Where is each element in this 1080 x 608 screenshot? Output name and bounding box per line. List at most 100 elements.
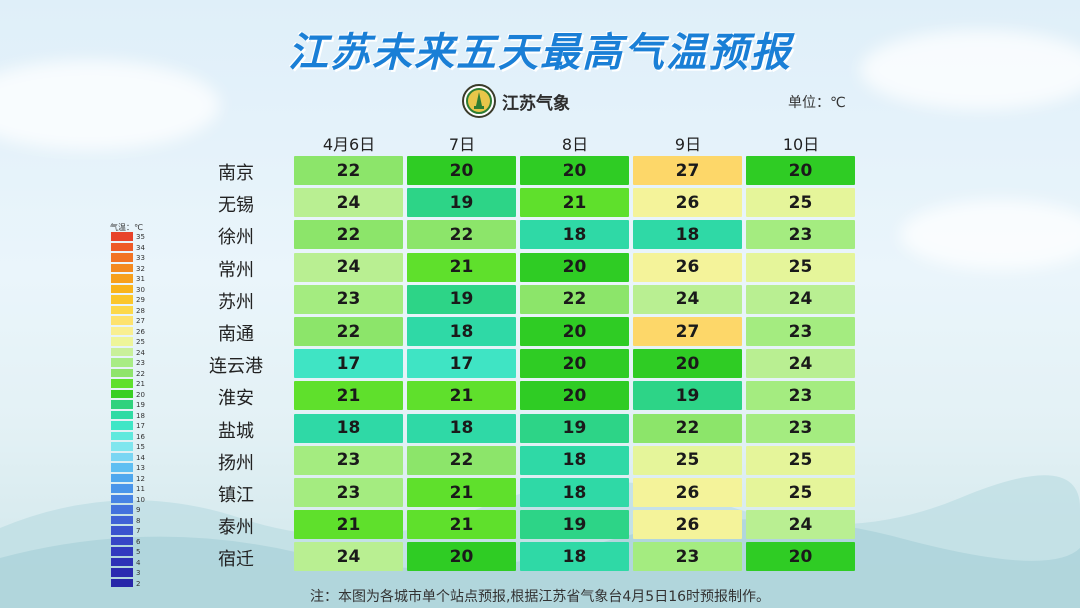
- legend-swatch: [111, 326, 133, 335]
- temperature-cell: 25: [746, 252, 855, 282]
- legend-swatch: [111, 536, 133, 545]
- temperature-cell: 20: [520, 317, 629, 346]
- temperature-cell: 26: [633, 478, 742, 507]
- temperature-cell: 26: [633, 252, 742, 282]
- temperature-cell: 20: [520, 349, 629, 379]
- legend-label: 30: [136, 285, 145, 294]
- legend-label: 26: [136, 327, 145, 336]
- column-header: 10日: [782, 135, 820, 154]
- temperature-cell: 23: [746, 220, 855, 250]
- legend-swatch: [111, 547, 133, 556]
- cloud-decoration: [0, 60, 220, 150]
- legend-swatch: [111, 242, 133, 251]
- temperature-cell: 19: [520, 510, 629, 540]
- legend-label: 35: [136, 233, 145, 241]
- legend-label: 31: [136, 275, 145, 283]
- legend-label: 18: [136, 411, 145, 420]
- legend-title: 气温：℃: [110, 223, 143, 232]
- legend-swatch: [111, 463, 133, 472]
- legend-label: 28: [136, 306, 145, 315]
- temperature-cell: 23: [633, 542, 742, 572]
- temperature-cell: 20: [520, 381, 629, 411]
- legend-swatch: [111, 263, 133, 272]
- page-title: 江苏未来五天最高气温预报: [288, 30, 792, 76]
- legend-swatch: [111, 347, 133, 356]
- temperature-cell: 19: [633, 381, 742, 411]
- legend-swatch: [111, 337, 133, 346]
- temperature-cell: 22: [407, 445, 516, 475]
- legend-label: 4: [136, 558, 141, 567]
- temperature-cell: 24: [294, 542, 403, 572]
- temperature-cell: 22: [294, 156, 403, 185]
- temperature-cell: 25: [746, 478, 855, 507]
- legend-swatch: [111, 442, 133, 451]
- temperature-cell: 18: [294, 413, 403, 443]
- temperature-cell: 23: [294, 478, 403, 507]
- legend-swatch: [111, 568, 133, 577]
- legend-label: 22: [136, 369, 145, 378]
- legend-swatch: [111, 526, 133, 535]
- temperature-cell: 20: [633, 349, 742, 379]
- temperature-cell: 23: [746, 317, 855, 346]
- legend-swatch: [111, 379, 133, 388]
- temperature-cell: 21: [407, 478, 516, 507]
- legend-swatch: [111, 515, 133, 524]
- legend-label: 11: [136, 485, 145, 493]
- legend-label: 5: [136, 548, 141, 556]
- temperature-cell: 24: [633, 284, 742, 314]
- column-header: 9日: [674, 135, 702, 154]
- legend-label: 27: [136, 317, 145, 325]
- temperature-cell: 18: [520, 445, 629, 475]
- legend-swatch: [111, 305, 133, 314]
- legend-swatch: [111, 505, 133, 514]
- legend-label: 25: [136, 338, 145, 346]
- legend-swatch: [111, 400, 133, 409]
- column-header: 7日: [448, 135, 476, 154]
- legend-swatch: [111, 557, 133, 566]
- temperature-cell: 18: [520, 220, 629, 250]
- legend-swatch: [111, 578, 133, 587]
- temperature-cell: 19: [407, 188, 516, 218]
- temperature-cell: 23: [746, 381, 855, 411]
- city-label: 南京: [218, 163, 254, 184]
- legend-label: 8: [136, 516, 141, 525]
- temperature-cell: 24: [294, 252, 403, 282]
- legend-label: 29: [136, 296, 145, 304]
- city-label: 苏州: [218, 291, 254, 313]
- legend-label: 3: [136, 569, 141, 577]
- temperature-cell: 24: [746, 510, 855, 540]
- temperature-cell: 22: [294, 317, 403, 346]
- temperature-cell: 18: [520, 478, 629, 507]
- temperature-cell: 23: [294, 284, 403, 314]
- legend-swatch: [111, 274, 133, 283]
- legend-swatch: [111, 232, 133, 241]
- footnote: 注：本图为各城市单个站点预报,根据江苏省气象台4月5日16时预报制作。: [309, 589, 771, 605]
- temperature-cell: 20: [407, 542, 516, 572]
- logo: 江苏气象: [462, 84, 570, 118]
- legend-label: 21: [136, 380, 145, 388]
- temperature-cell: 24: [294, 188, 403, 218]
- legend-swatch: [111, 452, 133, 461]
- temperature-cell: 20: [520, 252, 629, 282]
- legend-label: 19: [136, 401, 145, 409]
- temperature-cell: 25: [746, 445, 855, 475]
- temperature-cell: 18: [407, 317, 516, 346]
- legend-swatch: [111, 295, 133, 304]
- legend-swatch: [111, 431, 133, 440]
- temperature-cell: 24: [746, 349, 855, 379]
- legend-swatch: [111, 473, 133, 482]
- legend-label: 2: [136, 579, 141, 588]
- legend-label: 13: [136, 464, 145, 472]
- temperature-cell: 21: [407, 252, 516, 282]
- legend-label: 20: [136, 390, 145, 399]
- column-header: 8日: [561, 135, 589, 154]
- temperature-cell: 22: [407, 220, 516, 250]
- legend-swatch: [111, 316, 133, 325]
- legend-label: 9: [136, 506, 141, 514]
- city-label: 淮安: [218, 388, 254, 410]
- temperature-cell: 26: [633, 188, 742, 218]
- legend-label: 32: [136, 264, 145, 273]
- temperature-cell: 27: [633, 317, 742, 346]
- legend-swatch: [111, 389, 133, 398]
- temperature-cell: 20: [520, 156, 629, 185]
